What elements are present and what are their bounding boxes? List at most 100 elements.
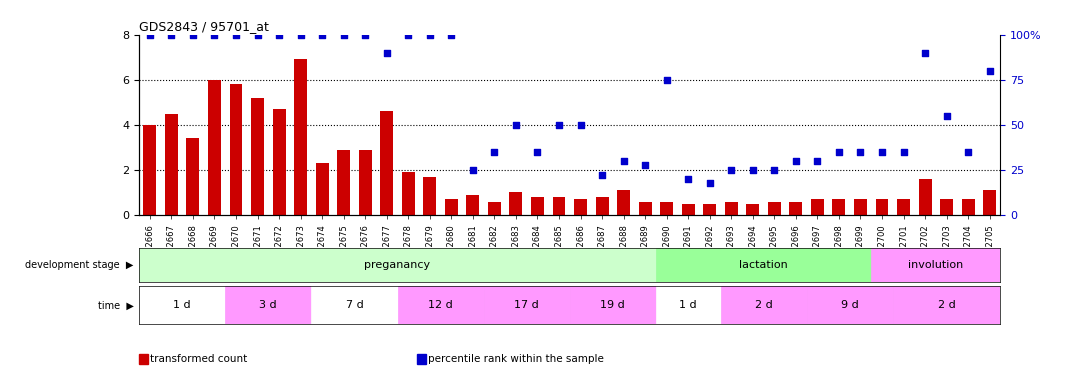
Point xyxy=(572,122,590,128)
Point xyxy=(960,149,977,155)
Point xyxy=(141,31,158,38)
Text: 9 d: 9 d xyxy=(841,300,858,310)
Bar xyxy=(251,98,264,215)
Text: lactation: lactation xyxy=(739,260,788,270)
Point xyxy=(314,31,331,38)
Point xyxy=(830,149,847,155)
Point xyxy=(938,113,956,119)
Bar xyxy=(488,202,501,215)
Point xyxy=(292,31,309,38)
Bar xyxy=(660,202,673,215)
Point xyxy=(228,31,245,38)
Point xyxy=(809,158,826,164)
Text: 17 d: 17 d xyxy=(515,300,539,310)
Bar xyxy=(656,286,720,324)
Point xyxy=(378,50,395,56)
Bar xyxy=(892,286,1000,324)
Point xyxy=(873,149,890,155)
Bar xyxy=(358,150,371,215)
Point xyxy=(400,31,417,38)
Bar xyxy=(230,84,243,215)
Point xyxy=(637,161,654,167)
Bar xyxy=(832,199,845,215)
Bar xyxy=(790,202,802,215)
Bar xyxy=(294,60,307,215)
Bar xyxy=(919,179,932,215)
Point xyxy=(271,31,288,38)
Bar xyxy=(897,199,910,215)
Bar xyxy=(682,204,694,215)
Point xyxy=(422,31,439,38)
Text: 3 d: 3 d xyxy=(260,300,277,310)
Point xyxy=(356,31,373,38)
Bar xyxy=(316,163,328,215)
Text: time  ▶: time ▶ xyxy=(97,300,134,310)
Bar xyxy=(703,204,716,215)
Bar xyxy=(139,248,656,282)
Bar xyxy=(445,199,458,215)
Point xyxy=(722,167,739,173)
Bar xyxy=(208,80,220,215)
Bar xyxy=(402,172,415,215)
Bar xyxy=(656,248,871,282)
Text: 1 d: 1 d xyxy=(679,300,697,310)
Bar xyxy=(311,286,398,324)
Bar xyxy=(639,202,652,215)
Bar xyxy=(575,199,587,215)
Bar xyxy=(467,195,479,215)
Bar xyxy=(983,190,996,215)
Bar xyxy=(941,199,953,215)
Text: GDS2843 / 95701_at: GDS2843 / 95701_at xyxy=(139,20,269,33)
Point xyxy=(895,149,912,155)
Point xyxy=(507,122,524,128)
Bar xyxy=(273,109,286,215)
Text: 2 d: 2 d xyxy=(754,300,773,310)
Bar xyxy=(871,248,1000,282)
Point xyxy=(205,31,223,38)
Point xyxy=(658,77,675,83)
Point xyxy=(464,167,482,173)
Bar xyxy=(807,286,892,324)
Bar xyxy=(531,197,544,215)
Bar xyxy=(380,111,393,215)
Point xyxy=(335,31,352,38)
Point xyxy=(529,149,546,155)
Point xyxy=(917,50,934,56)
Bar xyxy=(875,199,888,215)
Bar xyxy=(186,138,199,215)
Bar xyxy=(398,286,484,324)
Bar xyxy=(484,286,569,324)
Bar xyxy=(226,286,311,324)
Bar xyxy=(811,199,824,215)
Text: 12 d: 12 d xyxy=(428,300,453,310)
Bar xyxy=(724,202,737,215)
Bar xyxy=(747,204,760,215)
Point xyxy=(486,149,503,155)
Point xyxy=(615,158,632,164)
Text: transformed count: transformed count xyxy=(150,354,247,364)
Bar xyxy=(165,114,178,215)
Bar xyxy=(143,125,156,215)
Text: preganancy: preganancy xyxy=(365,260,430,270)
Point xyxy=(163,31,180,38)
Bar xyxy=(337,150,350,215)
Point xyxy=(184,31,201,38)
Text: 7 d: 7 d xyxy=(346,300,364,310)
Text: development stage  ▶: development stage ▶ xyxy=(26,260,134,270)
Text: percentile rank within the sample: percentile rank within the sample xyxy=(428,354,603,364)
Text: 19 d: 19 d xyxy=(600,300,625,310)
Point xyxy=(981,68,998,74)
Point xyxy=(701,179,718,185)
Point xyxy=(852,149,869,155)
Bar xyxy=(509,192,522,215)
Bar xyxy=(854,199,867,215)
Point xyxy=(550,122,567,128)
Point xyxy=(788,158,805,164)
Point xyxy=(249,31,266,38)
Bar xyxy=(570,286,656,324)
Bar xyxy=(617,190,630,215)
Bar xyxy=(424,177,437,215)
Bar xyxy=(552,197,565,215)
Point xyxy=(766,167,783,173)
Text: 1 d: 1 d xyxy=(173,300,190,310)
